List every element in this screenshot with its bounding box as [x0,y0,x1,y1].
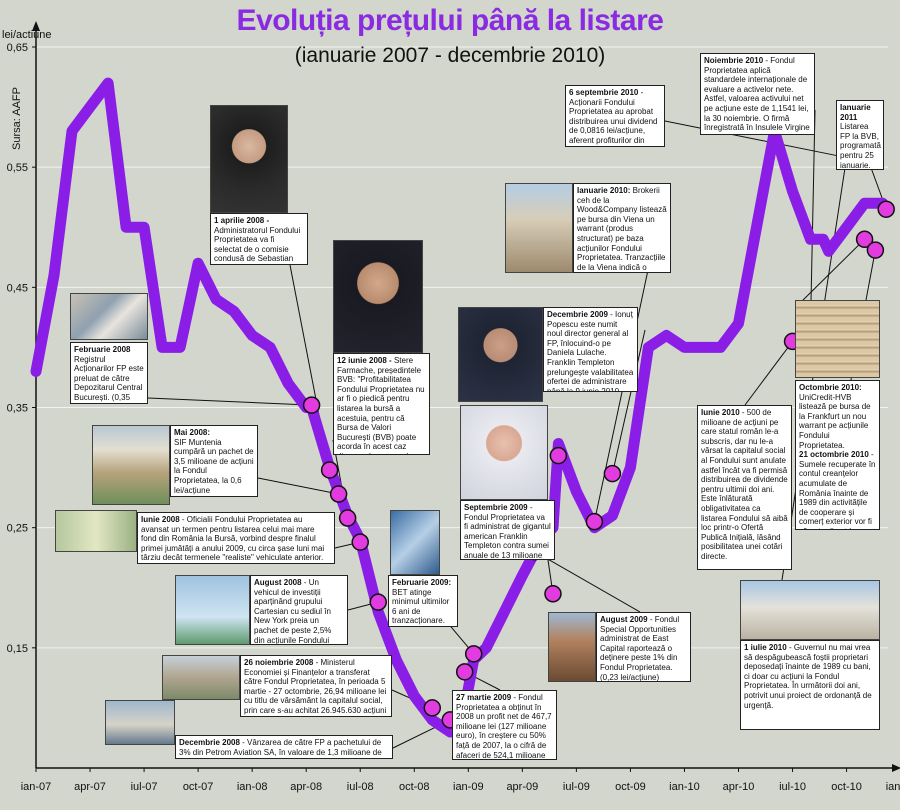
annotation-jan-2010: Ianuarie 2010: Brokerii ceh de la Wood&C… [573,183,671,273]
x-tick-label: iul-08 [347,781,374,793]
event-marker [329,485,348,503]
chart-subtitle: (ianuarie 2007 - decembrie 2010) [294,44,606,67]
photo-popescu [458,307,543,402]
photo-farmache [333,240,423,353]
x-tick-label: apr-09 [506,781,538,793]
annotation-feb-2008: Februarie 2008 Registrul Acționarilor FP … [70,342,148,404]
photo-bvb-logo [390,510,440,575]
annotation-jun-2010: Iunie 2010 - 500 de milioane de acțiuni … [697,405,792,570]
annotation-jun-2008-listing: Iunie 2008 - Oficialii Fondului Propriet… [137,512,335,564]
connector-arrow [147,397,313,408]
annotation-aug-2009: August 2009 - Fondul Special Opportuniti… [596,612,691,682]
event-marker [855,230,874,249]
y-tick-label: 0,55 [7,162,28,174]
event-marker [455,663,474,681]
connector-arrow [257,477,340,496]
event-marker [464,645,483,663]
event-marker [877,200,895,218]
event-marker [338,509,357,527]
y-tick-labels: 0,15 0,25 0,35 0,45 0,55 0,65 [7,42,36,655]
photo-money [795,300,880,378]
event-marker [544,585,562,603]
annotation-may-2008: Mai 2008: SIF Muntenia cumpără un pachet … [170,425,258,497]
connector-arrow [534,551,641,613]
photo-statue-liberty [175,575,250,645]
photo-east-capital [548,612,596,682]
y-tick-label: 0,65 [7,42,28,54]
annotation-dec-2008: Decembrie 2008 - Vânzarea de către FP a … [175,735,393,759]
x-tick-label: oct-09 [615,781,646,793]
x-tick-label: ian-09 [453,781,484,793]
event-marker [351,533,369,551]
event-marker [302,396,321,414]
x-tick-label: ian-07 [21,781,52,793]
annotation-nov-2008: 26 noiembrie 2008 - Ministerul Economiei… [240,655,392,717]
y-tick-label: 0,15 [7,643,28,655]
photo-government-building [740,580,880,640]
x-tick-label: oct-08 [399,781,430,793]
x-tick-label: ian-11 [886,781,900,793]
x-tick-label: ian-08 [237,781,268,793]
x-tick-label: oct-07 [183,781,214,793]
annotation-jun-2008-farmache: 12 iunie 2008 - Stere Farmache, președin… [333,353,430,455]
event-marker [423,699,442,717]
x-tick-labels: ian-07 apr-07 iul-07 oct-07 ian-08 apr-08 iul-… [21,768,900,793]
annotation-nov-2010: Noiembrie 2010 - Fondul Proprietatea apl… [700,53,815,135]
x-axis-arrow [892,764,900,772]
annotation-jan-2011: Ianuarie 2011 Listarea FP la BVB, progra… [836,100,884,170]
annotation-sep-2010: 6 septembrie 2010 - Acționarii Fondului … [565,85,665,147]
annotation-oct-2010: Octombrie 2010: UniCredit-HVB listează p… [795,380,880,530]
annotation-mar-2009: 27 martie 2009 - Fondul Proprietatea a o… [452,690,557,760]
event-marker [320,461,339,479]
event-marker [549,446,568,465]
connector-arrow [610,329,646,475]
photo-handshake [55,510,137,552]
x-tick-label: apr-10 [723,781,755,793]
y-tick-label: 0,25 [7,523,28,535]
x-tick-label: apr-08 [290,781,322,793]
x-tick-label: iul-07 [131,781,158,793]
y-tick-label: 0,45 [7,282,28,294]
annotation-jul-2010: 1 iulie 2010 - Guvernul nu mai vrea să d… [740,640,880,730]
price-series-line [30,77,889,738]
photo-building-bucharest [92,425,170,505]
y-tick-label: 0,35 [7,403,28,415]
x-tick-label: ian-10 [669,781,700,793]
photo-vladescu [210,105,288,213]
event-marker [369,593,387,611]
event-marker [866,241,885,259]
connector-arrow [659,119,848,160]
x-tick-label: apr-07 [74,781,106,793]
x-tick-label: oct-10 [831,781,862,793]
chart-title: Evoluția prețului până la listare [236,4,664,37]
connector-arrow [808,109,816,324]
connector-arrow [797,238,865,306]
photo-office [70,293,148,340]
chart-axes [32,21,900,772]
connector-arrow [744,341,793,406]
annotation-sep-2009: Septembrie 2009 - Fondul Proprietatea va… [460,500,555,560]
y-axis-arrow [32,21,40,31]
annotation-aug-2008: August 2008 - Un vehicul de investiții a… [250,575,348,645]
photo-vienna [505,183,573,273]
annotation-apr-2008: 1 aprilie 2008 - Administratorul Fondulu… [210,213,308,265]
y-axis-unit: lei/actiune [2,29,52,41]
x-tick-label: iul-10 [779,781,806,793]
photo-templeton [460,405,548,500]
connector-arrow [592,269,649,523]
event-marker [603,464,622,483]
source-label: Sursa: AAFP [11,87,23,150]
annotation-dec-2009: Decembrie 2009 - Ionuț Popescu este numi… [543,307,638,392]
x-tick-label: iul-09 [563,781,590,793]
photo-ministry [162,655,240,700]
annotation-feb-2009: Februarie 2009: BET atinge minimul ultim… [388,575,458,627]
event-marker [585,512,604,531]
photo-petrom-aviation [105,700,175,745]
